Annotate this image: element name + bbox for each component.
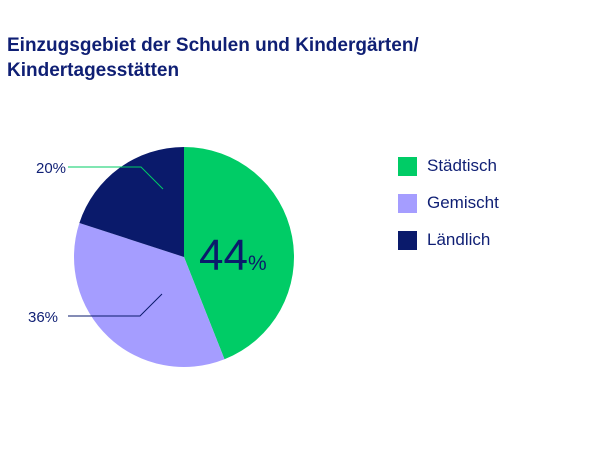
data-label-staedtisch-value: 44: [199, 231, 248, 280]
data-label-staedtisch-percent: %: [248, 252, 267, 275]
data-label-staedtisch: 44%: [199, 231, 267, 280]
chart-title: Einzugsgebiet der Schulen und Kindergärt…: [7, 33, 567, 83]
legend-label-staedtisch: Städtisch: [427, 156, 497, 175]
pie-slice-staedtisch: [184, 147, 295, 360]
chart-title-line-1: Einzugsgebiet der Schulen und Kindergärt…: [7, 35, 419, 56]
leader-line-laendlich: [68, 166, 164, 190]
data-label-gemischt: 36%: [28, 309, 58, 326]
legend-item-gemischt: Gemischt: [398, 193, 499, 213]
legend-label-laendlich: Ländlich: [427, 230, 491, 249]
data-label-laendlich: 20%: [36, 160, 66, 177]
legend-item-staedtisch: Städtisch: [398, 156, 499, 176]
legend-item-laendlich: Ländlich: [398, 230, 499, 250]
pie-slice-laendlich: [79, 147, 184, 257]
legend-swatch-gemischt: [398, 193, 417, 213]
legend-label-gemischt: Gemischt: [427, 193, 499, 212]
legend-swatch-laendlich: [398, 230, 417, 250]
leader-line-gemischt: [68, 293, 163, 317]
legend-swatch-staedtisch: [398, 156, 417, 176]
pie-slice-gemischt: [73, 223, 225, 368]
chart-title-line-2: Kindertagesstätten: [7, 60, 180, 81]
legend: Städtisch Gemischt Ländlich: [398, 156, 499, 267]
